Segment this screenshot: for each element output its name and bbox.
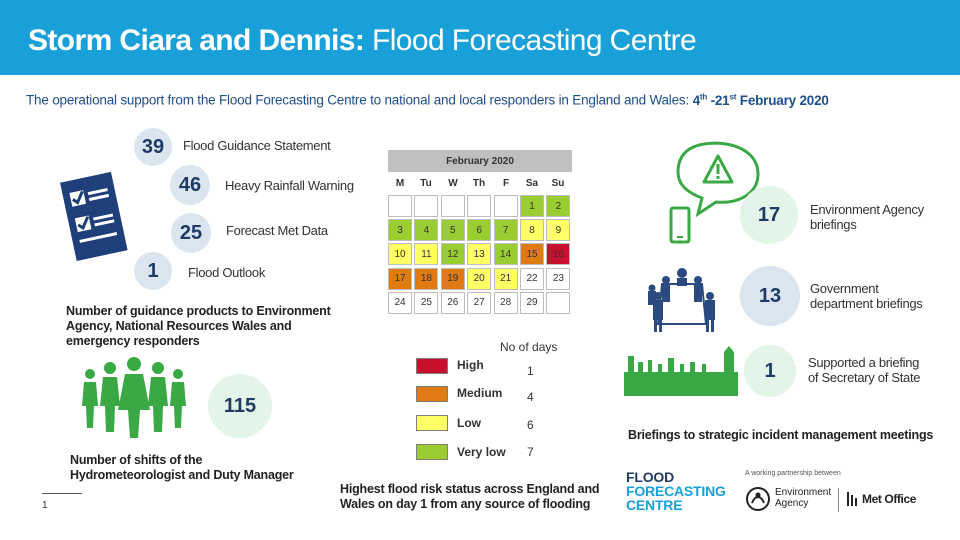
header-banner — [0, 0, 960, 75]
environment-agency-logo: Environment Agency — [775, 487, 831, 509]
calendar-day-20: 20 — [467, 267, 492, 290]
weekday-tue: Tu — [420, 178, 432, 189]
count-heavy-rainfall-warning: 46 — [170, 165, 210, 205]
environment-agency-emblem-icon — [746, 487, 770, 511]
count-forecast-met-data: 25 — [171, 213, 211, 253]
calendar-day-24: 24 — [388, 291, 412, 314]
meeting-icon — [648, 268, 715, 332]
legend-swatch-low — [416, 415, 448, 431]
ffc-logo: FLOOD FORECASTING CENTRE — [626, 470, 726, 512]
calendar-day-8: 8 — [520, 219, 544, 242]
ea-logo-line-1: Environment — [775, 487, 832, 498]
weekday-mon: M — [395, 178, 405, 189]
legend-label-very-low: Very low — [457, 445, 506, 459]
calendar-day-2: 2 — [546, 195, 571, 217]
weekday-sat: Sa — [525, 178, 539, 189]
calendar-day-5: 5 — [440, 219, 465, 242]
calendar-day-19: 19 — [440, 267, 465, 290]
weekday-fri: F — [502, 178, 510, 189]
legend-days-high: 1 — [527, 364, 534, 378]
calendar-day-25: 25 — [414, 291, 439, 314]
calendar-day-14: 14 — [493, 243, 518, 266]
weekday-thu: Th — [472, 178, 486, 189]
ffc-logo-line-3: CENTRE — [626, 497, 683, 513]
calendar-day-6: 6 — [467, 219, 492, 242]
calendar-day-27: 27 — [467, 291, 492, 314]
calendar-day-12: 12 — [440, 243, 465, 266]
weekday-sun: Su — [551, 178, 565, 189]
calendar-empty-cell — [546, 291, 571, 314]
calendar-day-1: 1 — [520, 195, 544, 217]
met-office-logo: Met Office — [862, 492, 917, 506]
calendar-day-15: 15 — [520, 243, 544, 266]
count-government-department-briefings: 13 — [740, 266, 800, 326]
calendar-day-26: 26 — [440, 291, 465, 314]
count-environment-agency-briefings: 17 — [740, 186, 798, 244]
ffc-logo-line-1: FLOOD — [626, 469, 674, 485]
logo-divider — [838, 488, 839, 512]
calendar-day-16: 16 — [546, 243, 571, 266]
briefings-caption: Briefings to strategic incident manageme… — [628, 428, 934, 442]
calendar-day-3: 3 — [388, 219, 412, 242]
calendar-day-28: 28 — [493, 291, 518, 314]
weekday-wed: W — [448, 178, 458, 189]
calendar-day-21: 21 — [493, 267, 518, 290]
calendar-day-29: 29 — [520, 291, 544, 314]
label-secretary-of-state-briefing: Supported a briefing of Secretary of Sta… — [808, 355, 921, 385]
label-forecast-met-data: Forecast Met Data — [226, 223, 328, 238]
phone-warning-icon — [669, 141, 760, 244]
calendar-day-11: 11 — [414, 243, 439, 266]
calendar-caption: Highest flood risk status across England… — [340, 482, 600, 511]
calendar-day-13: 13 — [467, 243, 492, 266]
met-office-mark-icon — [847, 492, 857, 506]
calendar-empty-cell — [388, 195, 412, 217]
calendar-empty-cell — [467, 195, 492, 217]
intro-text: The operational support from the Flood F… — [26, 92, 829, 108]
ea-logo-line-2: Agency — [775, 498, 809, 509]
calendar-empty-cell — [414, 195, 439, 217]
legend-swatch-very-low — [416, 444, 448, 460]
page-title: Storm Ciara and Dennis: Flood Forecastin… — [28, 24, 697, 57]
count-flood-guidance-statement: 39 — [134, 128, 172, 166]
legend-days-medium: 4 — [527, 390, 534, 404]
shifts-caption: Number of shifts of the Hydrometeorologi… — [70, 453, 294, 482]
label-government-department-briefings: Government department briefings — [810, 281, 923, 311]
partnership-text: A working partnership between — [745, 470, 841, 477]
footnote-rule — [42, 493, 82, 494]
legend-label-low: Low — [457, 416, 481, 430]
calendar-day-17: 17 — [388, 267, 412, 290]
legend-swatch-medium — [416, 386, 448, 402]
calendar-day-7: 7 — [493, 219, 518, 242]
count-secretary-of-state-briefing: 1 — [744, 345, 796, 397]
legend-header: No of days — [500, 340, 558, 354]
calendar-month-header: February 2020 — [388, 150, 572, 172]
calendar-day-18: 18 — [414, 267, 439, 290]
legend-label-medium: Medium — [457, 386, 503, 400]
document-checklist-icon — [60, 171, 128, 261]
label-heavy-rainfall-warning: Heavy Rainfall Warning — [225, 178, 354, 193]
calendar-day-9: 9 — [546, 219, 571, 242]
legend-label-high: High — [457, 358, 484, 372]
legend-days-low: 6 — [527, 418, 534, 432]
guidance-caption: Number of guidance products to Environme… — [66, 304, 331, 348]
count-flood-outlook: 1 — [134, 252, 172, 290]
calendar-day-22: 22 — [520, 267, 544, 290]
calendar-empty-cell — [440, 195, 465, 217]
count-shifts: 115 — [208, 374, 272, 438]
calendar-empty-cell — [493, 195, 518, 217]
page-number: 1 — [42, 500, 48, 511]
legend-swatch-high — [416, 358, 448, 374]
legend-days-very-low: 7 — [527, 445, 534, 459]
calendar-day-23: 23 — [546, 267, 571, 290]
ffc-logo-line-2: FORECASTING — [626, 483, 726, 499]
people-group-icon — [82, 357, 186, 438]
calendar-day-4: 4 — [414, 219, 439, 242]
label-flood-guidance-statement: Flood Guidance Statement — [183, 138, 331, 153]
parliament-icon — [624, 346, 738, 396]
label-environment-agency-briefings: Environment Agency briefings — [810, 202, 924, 232]
label-flood-outlook: Flood Outlook — [188, 265, 266, 280]
calendar-day-10: 10 — [388, 243, 412, 266]
